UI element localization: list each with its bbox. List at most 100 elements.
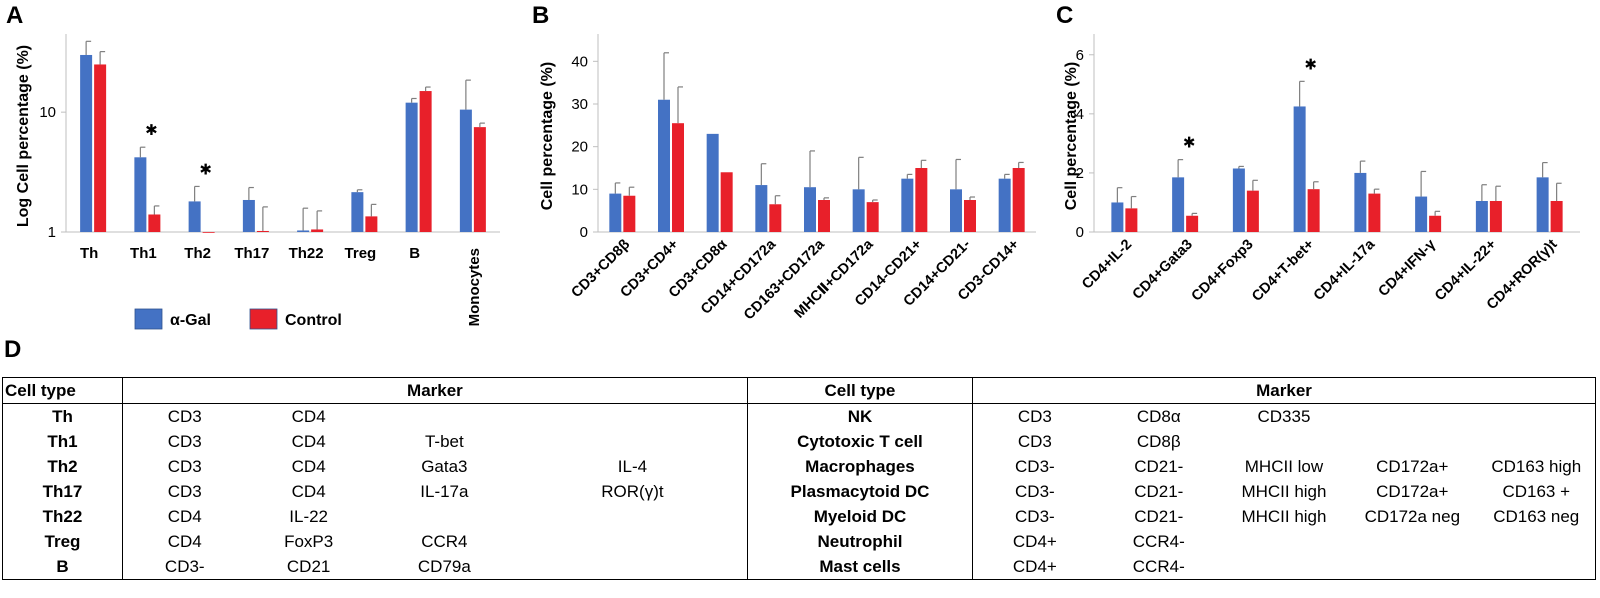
bar-alpha-gal	[1172, 177, 1185, 232]
bar-control	[769, 204, 782, 232]
marker-cell: CD3	[167, 457, 202, 476]
table-row: B CD3- CD21 CD79a Mast cells CD4+ CCR4-	[2, 554, 1596, 580]
bar-control	[866, 202, 879, 232]
panel-label-b: B	[532, 2, 550, 29]
significance-star: ✱	[199, 161, 212, 178]
marker-cell	[518, 429, 748, 454]
marker-cell: ROR(γ)t	[518, 479, 748, 504]
x-tick-label: CD4+T-bet+	[1249, 237, 1317, 305]
bar-alpha-gal	[755, 185, 768, 232]
x-tick-label: CD4+Gata3	[1130, 237, 1196, 303]
y-tick-label: 30	[571, 96, 588, 113]
table-row: Th2 CD3 CD4 Gata3 IL-4 Macrophages CD3- CD21- MH…	[2, 454, 1596, 479]
y-tick-label: 2	[1076, 165, 1084, 182]
significance-star: ✱	[1183, 135, 1196, 152]
y-tick-label: 6	[1076, 47, 1084, 64]
marker-cell: CD4	[167, 507, 202, 526]
bar-alpha-gal	[1354, 172, 1367, 232]
legend-label: Control	[285, 312, 342, 329]
marker-cell	[1221, 529, 1347, 554]
bar-alpha-gal	[188, 201, 201, 232]
y-tick-label: 0	[1076, 224, 1084, 241]
chart-legend: α-Gal Control	[134, 308, 342, 330]
y-axis-title: Log Cell percentage (%)	[15, 45, 32, 227]
table-row: Th CD3 CD4 NK CD3 CD8α CD335	[2, 403, 1596, 430]
x-tick-label: Th17	[234, 245, 269, 262]
marker-cell: CD3-	[1015, 482, 1055, 501]
cell-type-right: Neutrophil	[747, 529, 974, 554]
x-tick-label: CD4+IL-2	[1079, 237, 1135, 293]
bar-control	[419, 91, 432, 232]
marker-cell: CD8α	[1136, 407, 1181, 426]
bar-alpha-gal	[609, 193, 622, 232]
bar-control	[1125, 208, 1138, 232]
y-axis-title: Cell percentage (%)	[539, 62, 556, 210]
bar-control	[473, 127, 486, 232]
cell-type-left: Th2	[2, 454, 123, 479]
x-tick-label: CD4+IL-17a	[1311, 236, 1379, 304]
marker-cell: CD4+	[1012, 557, 1057, 576]
cell-type-left: Th	[2, 403, 123, 429]
bar-control	[1186, 215, 1199, 232]
bar-control	[720, 172, 733, 232]
marker-cell	[518, 529, 748, 554]
cell-type-left: Th17	[2, 479, 123, 504]
marker-cell: CD21-	[1134, 507, 1184, 526]
bar-control	[1489, 200, 1502, 232]
marker-cell	[1478, 554, 1596, 580]
bar-alpha-gal	[658, 99, 670, 232]
significance-star: ✱	[1304, 56, 1317, 73]
x-tick-label: CD4+Foxp3	[1189, 237, 1257, 305]
bar-alpha-gal	[242, 199, 255, 232]
marker-cell	[1347, 554, 1477, 580]
bar-alpha-gal	[950, 189, 962, 232]
bar-control	[365, 216, 378, 232]
x-tick-label: Th	[80, 245, 98, 262]
marker-cell: CD4	[291, 482, 326, 501]
marker-cell	[1221, 554, 1347, 580]
marker-cell	[1347, 404, 1477, 430]
marker-cell: CD79a	[417, 557, 471, 576]
bar-control	[1429, 215, 1442, 232]
marker-cell: CD163 +	[1502, 482, 1571, 501]
y-axis-title: Cell percentage (%)	[1063, 62, 1080, 210]
x-tick-label: Th22	[289, 245, 324, 262]
table-row: Th1 CD3 CD4 T-bet Cytotoxic T cell CD3 CD8β	[2, 429, 1596, 454]
y-tick-label: 10	[571, 181, 588, 198]
marker-cell	[1478, 429, 1596, 454]
marker-cell: CCR4-	[1132, 532, 1185, 551]
marker-cell: CD4	[291, 432, 326, 451]
y-tick-label: 40	[571, 53, 588, 70]
bar-charts-figure: 1 10 Log Cell percentage (%) Th ✱ Th1 ✱ Th2 Th17…	[15, 34, 1580, 330]
marker-cell: CD21-	[1134, 482, 1184, 501]
bar-control	[672, 123, 684, 232]
bar-control	[964, 200, 976, 232]
cell-type-right: Myeloid DC	[747, 504, 974, 529]
bar-alpha-gal	[1293, 106, 1306, 232]
x-tick-label: Th2	[184, 245, 211, 262]
y-tick-label: 4	[1076, 106, 1084, 123]
marker-cell: CD21-	[1134, 457, 1184, 476]
bar-control	[1246, 190, 1259, 232]
marker-cell: CD163 high	[1491, 457, 1582, 476]
marker-cell: CCR4	[421, 532, 468, 551]
marker-cell: CD172a+	[1376, 457, 1449, 476]
y-tick-label: 1	[48, 224, 56, 241]
table-row: Th17 CD3 CD4 IL-17a ROR(γ)t Plasmacytoid DC CD…	[2, 479, 1596, 504]
legend-swatch	[134, 308, 163, 330]
bar-control	[148, 214, 161, 232]
bar-alpha-gal	[1415, 196, 1428, 232]
bar-control	[818, 200, 830, 232]
marker-cell: T-bet	[424, 432, 464, 451]
legend-label: α-Gal	[170, 312, 211, 329]
marker-cell: CD3	[1017, 432, 1052, 451]
marker-cell: IL-4	[518, 454, 748, 479]
marker-cell: MHCII low	[1244, 457, 1324, 476]
bar-alpha-gal	[1111, 202, 1124, 232]
marker-cell: CD8β	[1136, 432, 1181, 451]
table-row: Treg CD4 FoxP3 CCR4 Neutrophil CD4+ CCR4-	[2, 529, 1596, 554]
marker-cell: CD3	[167, 432, 202, 451]
marker-cell: CD3-	[1015, 457, 1055, 476]
header-cell-type-left: Cell type	[2, 377, 123, 404]
marker-cell	[1347, 429, 1477, 454]
